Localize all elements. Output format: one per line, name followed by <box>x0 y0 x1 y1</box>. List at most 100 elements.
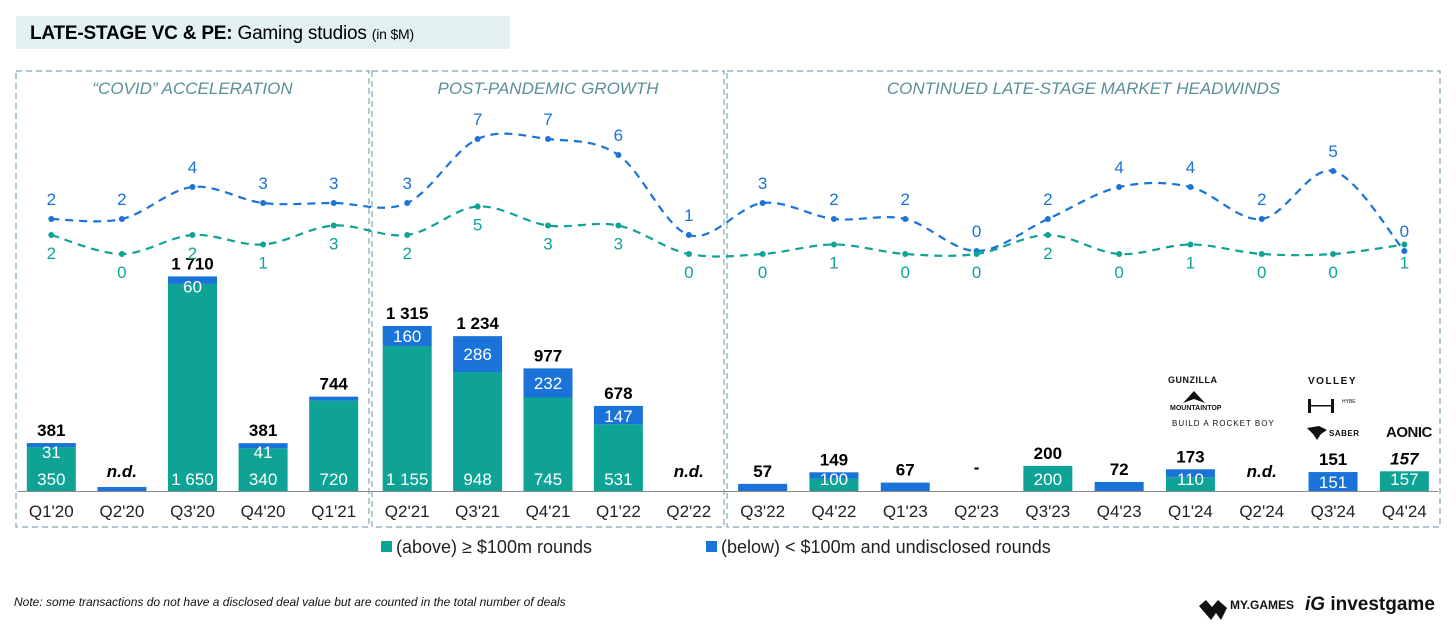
deals-below-label: 0 <box>972 222 981 241</box>
x-tick-label: Q2'21 <box>385 502 430 521</box>
bar-below <box>1165 469 1215 478</box>
title-regular: Gaming studios <box>237 23 367 44</box>
x-tick-label: Q3'21 <box>455 502 500 521</box>
bar-total-label: 149 <box>820 450 848 469</box>
deals-below-point <box>545 136 551 142</box>
deals-below-label: 3 <box>258 174 267 193</box>
deals-below-label: 2 <box>117 190 126 209</box>
deals-above-label: 0 <box>1328 263 1337 282</box>
bar-above <box>593 424 643 491</box>
x-tick-label: Q2'23 <box>954 502 999 521</box>
x-tick-label: Q2'24 <box>1239 502 1284 521</box>
footnote: Note: some transactions do not have a di… <box>14 595 566 609</box>
deals-below-point <box>260 200 267 206</box>
deals-below-point <box>189 184 196 190</box>
x-tick-label: Q3'23 <box>1025 502 1070 521</box>
deals-below-point <box>1401 248 1408 254</box>
bar-total-label: 57 <box>753 462 772 481</box>
bar-label-above: 531 <box>604 470 632 489</box>
bar-label-above: 110 <box>1177 470 1204 489</box>
bar-above <box>523 397 573 491</box>
bar-total-label: n.d. <box>1247 462 1277 481</box>
deals-above-point <box>973 251 980 257</box>
deals-below-line <box>51 132 1406 253</box>
deals-above-label: 0 <box>684 263 693 282</box>
bar-below <box>97 487 147 491</box>
deals-above-point <box>1044 232 1051 238</box>
deals-below-point <box>1044 216 1051 222</box>
deals-above-point <box>1401 241 1408 248</box>
deals-above-point <box>615 222 622 229</box>
legend-label-below: (below) < $100m and undisclosed rounds <box>721 537 1051 557</box>
bar-below <box>309 396 359 401</box>
legend-item-above: (above) ≥ $100m rounds <box>381 537 592 558</box>
logo-volley: VOLLEY <box>1308 376 1358 387</box>
deals-above-point <box>1258 251 1265 257</box>
chart-title: LATE-STAGE VC & PE: Gaming studios (in $… <box>30 23 414 45</box>
deals-below-point <box>685 232 692 238</box>
bar-label-above: 1 650 <box>171 470 214 489</box>
deals-above-label: 0 <box>758 263 767 282</box>
bar-total-label: 381 <box>37 421 65 440</box>
logo-aonic: AONIC <box>1386 424 1432 441</box>
deals-above-label: 3 <box>614 235 623 254</box>
bar-above <box>1023 465 1073 491</box>
x-tick-label: Q1'20 <box>29 502 74 521</box>
bar-below <box>453 336 503 373</box>
legend-label-above: (above) ≥ $100m rounds <box>396 537 592 557</box>
bar-label-above: 200 <box>1034 470 1062 489</box>
deals-above-point <box>48 232 55 238</box>
bar-total-label: 1 315 <box>386 304 429 323</box>
deals-above-point <box>902 251 909 257</box>
bar-above <box>809 478 859 491</box>
bar-label-above: 340 <box>249 470 277 489</box>
bar-total-label: 200 <box>1034 444 1062 463</box>
deals-below-point <box>830 216 837 222</box>
deals-below-label: 4 <box>188 158 197 177</box>
x-tick-label: Q3'20 <box>170 502 215 521</box>
deals-above-label: 2 <box>47 244 56 263</box>
deals-above-label: 1 <box>1186 254 1195 273</box>
deals-below-point <box>615 152 622 158</box>
x-tick-label: Q1'24 <box>1168 502 1213 521</box>
section-frame <box>15 70 370 528</box>
deals-above-point <box>759 251 766 257</box>
x-tick-label: Q3'22 <box>740 502 785 521</box>
deals-below-label: 7 <box>473 110 482 129</box>
bar-above <box>1379 471 1429 491</box>
bar-label-above: 745 <box>534 470 562 489</box>
x-tick-label: Q1'22 <box>596 502 641 521</box>
bar-label-below: 147 <box>604 407 632 426</box>
deals-above-label: 2 <box>1043 244 1052 263</box>
deals-below-label: 4 <box>1114 158 1123 177</box>
bar-total-label: 157 <box>1390 449 1420 468</box>
deals-below-point <box>1116 184 1123 190</box>
x-tick-label: Q1'23 <box>883 502 928 521</box>
deals-above-point <box>545 222 551 229</box>
deals-above-line <box>51 205 1405 258</box>
chart-title-box: LATE-STAGE VC & PE: Gaming studios (in $… <box>16 16 510 49</box>
deals-above-label: 2 <box>188 244 197 263</box>
legend-item-below: (below) < $100m and undisclosed rounds <box>706 537 1051 558</box>
deals-below-point <box>1330 168 1337 174</box>
deals-below-label: 2 <box>901 190 910 209</box>
deals-below-point <box>1187 184 1194 190</box>
bar-label-below: 60 <box>183 277 202 296</box>
bar-below <box>382 325 432 347</box>
deals-below-label: 0 <box>1400 222 1409 241</box>
brand-mygames: MY.GAMES <box>1230 598 1295 612</box>
bar-below <box>1308 472 1358 491</box>
deals-above-point <box>1116 251 1123 257</box>
x-tick-label: Q4'20 <box>241 502 286 521</box>
bar-above <box>453 372 503 491</box>
logo-saber-icon <box>1307 426 1327 440</box>
brand-investgame-label: investgame <box>1330 594 1435 615</box>
deals-above-label: 0 <box>972 263 981 282</box>
bar-above <box>382 346 432 491</box>
bar-total-label: 151 <box>1319 450 1347 469</box>
bar-below <box>26 443 76 448</box>
deals-below-point <box>118 216 125 222</box>
section-frame <box>726 70 1441 528</box>
deals-above-label: 3 <box>329 235 338 254</box>
brand-investgame: iG investgame <box>1305 594 1435 616</box>
